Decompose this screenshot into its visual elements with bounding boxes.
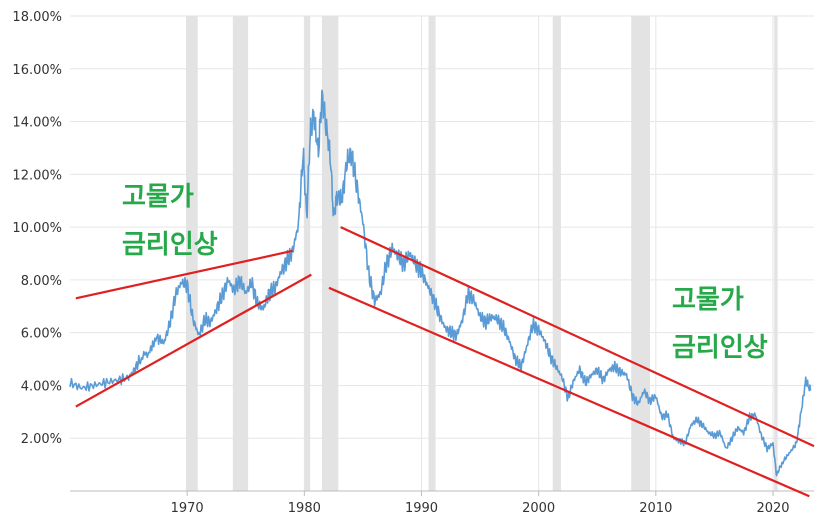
trendline [75, 273, 312, 408]
x-tick-label: 1980 [288, 501, 321, 516]
recession-band [232, 16, 249, 491]
x-tick-label: 1970 [171, 501, 204, 516]
recession-band [428, 16, 436, 491]
x-tick-label: 1990 [405, 501, 438, 516]
trendline [75, 249, 293, 300]
x-tick-label: 2020 [756, 501, 789, 516]
recession-band [304, 16, 311, 491]
annotation-label: 금리인상 [672, 333, 768, 363]
y-tick-label: 8.00% [21, 274, 62, 289]
annotation-label: 고물가 [122, 182, 194, 212]
x-tick-label: 2000 [522, 501, 555, 516]
series-line [69, 89, 812, 477]
y-tick-label: 4.00% [21, 379, 62, 394]
y-tick-label: 18.00% [12, 10, 62, 25]
y-tick-label: 14.00% [12, 116, 62, 131]
y-tick-label: 12.00% [12, 168, 62, 183]
y-tick-label: 16.00% [12, 63, 62, 78]
recession-bands [185, 16, 778, 491]
trendline [340, 226, 815, 448]
x-tick-label: 2010 [639, 501, 672, 516]
y-ticks: 2.00% 4.00% 6.00% 8.00% 10.00% 12.00% 14.00% 16… [12, 10, 62, 447]
x-ticks: 1970 1980 1990 2000 2010 2020 [171, 491, 790, 516]
trendlines [75, 226, 815, 498]
recession-band [774, 16, 778, 491]
recession-band [631, 16, 650, 491]
annotation-label: 금리인상 [122, 230, 218, 260]
annotation-label: 고물가 [672, 285, 744, 315]
y-tick-label: 2.00% [21, 432, 62, 447]
series [69, 89, 812, 477]
trendline [328, 286, 810, 498]
recession-band [185, 16, 198, 491]
y-tick-label: 6.00% [21, 327, 62, 342]
annotations: 고물가 금리인상 고물가 금리인상 [122, 182, 768, 363]
recession-band [321, 16, 339, 491]
y-tick-label: 10.00% [12, 221, 62, 236]
recession-band [552, 16, 561, 491]
